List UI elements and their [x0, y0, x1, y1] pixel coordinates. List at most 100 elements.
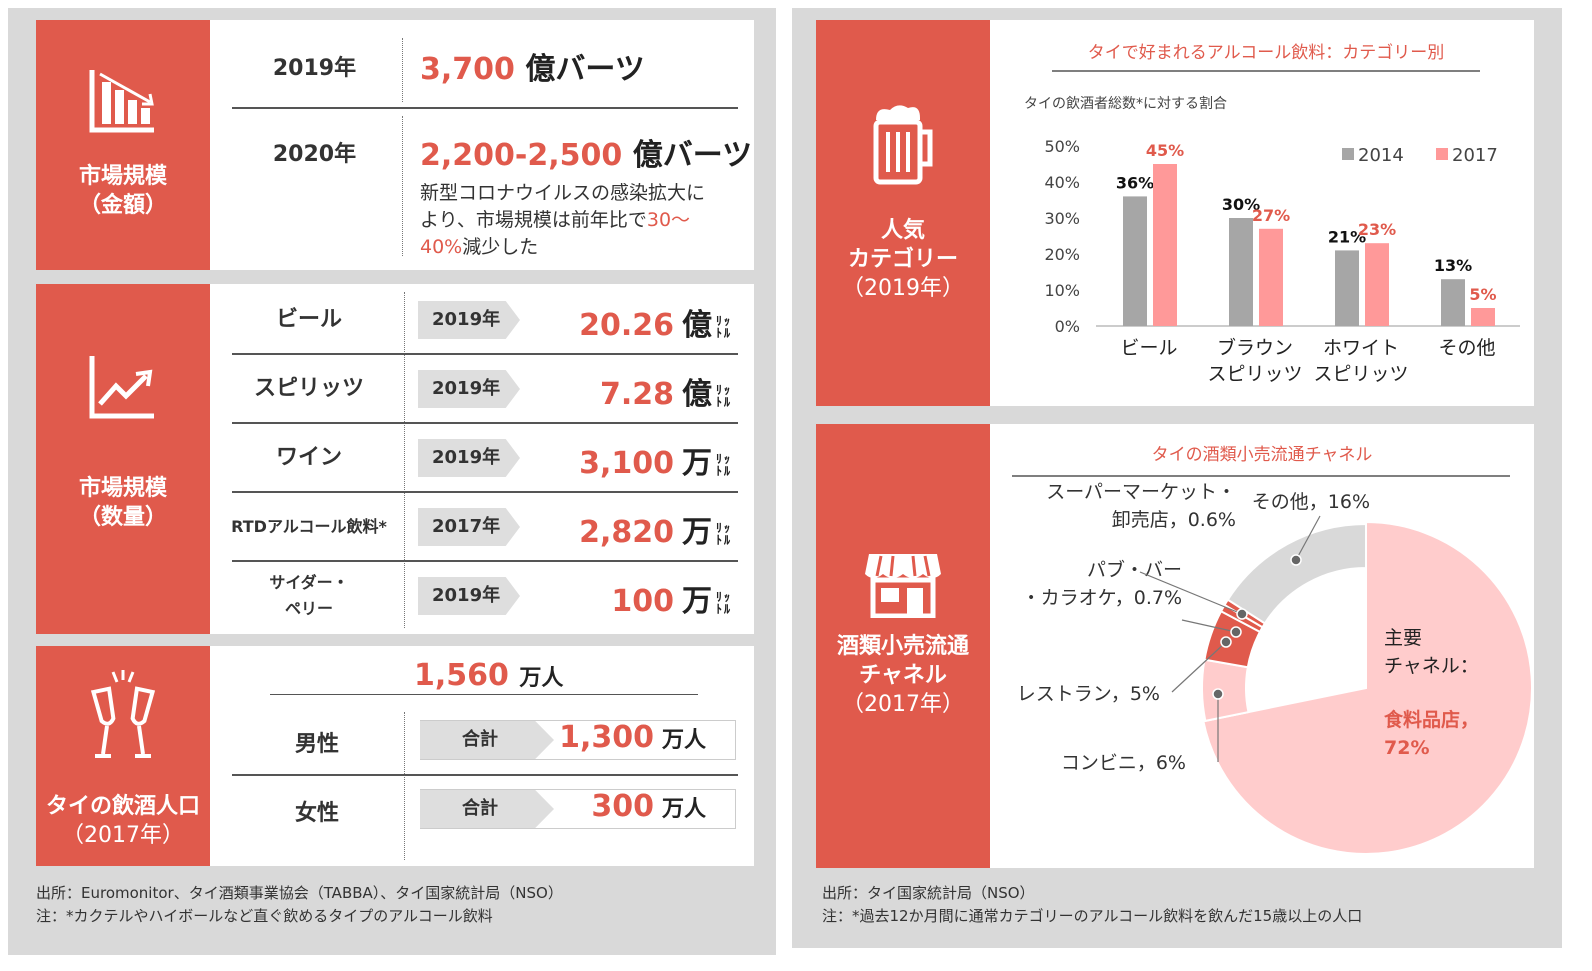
- year-tag: 2019年: [418, 370, 520, 408]
- x-category-label: ビール: [1120, 337, 1177, 359]
- pop-value: 300 万人: [591, 789, 706, 824]
- volume-row-name: スピリッツ: [253, 376, 364, 401]
- divider: [232, 560, 738, 562]
- covid-note: 新型コロナウイルスの感染拡大に より、市場規模は前年比で30～ 40%減少した: [420, 182, 706, 258]
- pie-main-label: チャネル：: [1384, 655, 1479, 677]
- store-icon: [865, 554, 941, 618]
- bar-data-label: 23%: [1358, 220, 1396, 239]
- divider: [232, 774, 738, 776]
- drinking-pop-label: タイの飲酒人口 （2017年）: [45, 794, 200, 848]
- volume-row-name: RTDアルコール飲料*: [231, 517, 387, 536]
- divider: [402, 116, 403, 256]
- market-value-label: 市場規模 （金額）: [78, 164, 167, 218]
- champagne-glasses-icon: [90, 670, 156, 758]
- callout-dot: [1230, 626, 1242, 638]
- x-category-label: スピリッツ: [1207, 363, 1302, 385]
- year-tag: 2019年: [418, 577, 520, 615]
- drinking-total: 1,560 万人: [414, 658, 564, 693]
- callout-dot: [1220, 636, 1232, 648]
- callout-line: [1139, 571, 1243, 615]
- bar-chart-ylabel: タイの飲酒者総数*に対する割合: [1024, 95, 1227, 112]
- pop-row-name: 男性: [294, 732, 339, 757]
- bar-2014: [1335, 250, 1359, 326]
- y-tick-label: 40%: [1044, 173, 1080, 192]
- volume-value: 20.26 億ﾘｯ ﾄﾙ: [579, 308, 733, 343]
- callout-dot: [1212, 688, 1224, 700]
- x-category-label: スピリッツ: [1313, 363, 1408, 385]
- volume-row-name: サイダー・ ペリー: [269, 573, 349, 618]
- bar-2014: [1441, 279, 1465, 326]
- y-tick-label: 20%: [1044, 245, 1080, 264]
- year-tag: 2019年: [418, 439, 520, 477]
- pie-slice: [1202, 520, 1533, 855]
- legend-swatch: [1342, 148, 1354, 160]
- volume-value: 7.28 億ﾘｯ ﾄﾙ: [599, 377, 733, 412]
- pie-slice-label: 卸売店，0.6%: [1112, 509, 1236, 531]
- callout-dot: [1236, 608, 1248, 620]
- year-2020: 2020年: [272, 142, 357, 167]
- pie-main-value: 72%: [1384, 737, 1429, 759]
- callout-dot: [1290, 554, 1302, 566]
- bar-2017: [1153, 164, 1177, 326]
- x-category-label: その他: [1438, 337, 1495, 359]
- divider: [232, 353, 738, 355]
- bar-data-label: 36%: [1116, 173, 1154, 192]
- volume-row-name: ワイン: [275, 445, 342, 470]
- pie-slice-label: スーパーマーケット・: [1046, 481, 1236, 503]
- legend-label: 2017: [1452, 145, 1498, 166]
- pie-slice-label: コンビニ，6%: [1061, 752, 1186, 774]
- divider: [232, 107, 738, 109]
- popular-label: 人気 カテゴリー （2019年）: [842, 218, 964, 301]
- legend-swatch: [1436, 148, 1448, 160]
- y-tick-label: 10%: [1044, 281, 1080, 300]
- divider: [232, 422, 738, 424]
- bar-chart-title: タイで好まれるアルコール飲料：カテゴリー別: [1088, 42, 1445, 63]
- bar-data-label: 5%: [1469, 285, 1496, 304]
- pop-value: 1,300 万人: [559, 720, 706, 755]
- pie-slice-label: パブ・バー: [1087, 558, 1182, 581]
- bar-2017: [1365, 243, 1389, 326]
- market-volume-side: 市場規模 （数量）: [36, 284, 210, 634]
- bar-data-label: 30%: [1222, 195, 1260, 214]
- year-tag: 2017年: [418, 508, 520, 546]
- bar-2014: [1229, 218, 1253, 326]
- bar-data-label: 27%: [1252, 206, 1290, 225]
- retail-side: 酒類小売流通 チャネル （2017年）: [816, 424, 990, 868]
- retail-label: 酒類小売流通 チャネル （2017年）: [836, 634, 969, 717]
- pie-slice-label: その他，16%: [1252, 491, 1370, 513]
- pie-chart-title: タイの酒類小売流通チャネル: [1152, 445, 1373, 465]
- callout-line: [1171, 641, 1227, 693]
- volume-value: 3,100 万ﾘｯ ﾄﾙ: [579, 446, 733, 481]
- divider: [232, 491, 738, 493]
- divider: [270, 694, 698, 695]
- year-2019: 2019年: [272, 56, 357, 81]
- total-tag: 合計: [420, 721, 554, 759]
- divider: [402, 38, 403, 102]
- bar-chart-icon: [89, 70, 154, 133]
- callout-line: [1295, 515, 1321, 561]
- line-chart-icon: [89, 356, 154, 419]
- bar-data-label: 13%: [1434, 256, 1472, 275]
- footer-left: 出所：Euromonitor、タイ酒類事業協会（TABBA）、タイ国家統計局（N…: [36, 884, 563, 925]
- pie-slice: [1201, 658, 1250, 723]
- pie-main-label: 主要: [1384, 627, 1422, 649]
- pop-row-name: 女性: [294, 801, 339, 826]
- pie-main-value: 食料品店，: [1384, 708, 1479, 731]
- divider: [404, 712, 405, 860]
- x-category-label: ホワイト: [1323, 337, 1399, 359]
- callout-line: [1181, 619, 1237, 633]
- y-tick-label: 0%: [1055, 317, 1080, 336]
- footer-right: 出所：タイ国家統計局（NSO） 注：*過去12か月間に通常カテゴリーのアルコール…: [822, 884, 1363, 925]
- y-tick-label: 30%: [1044, 209, 1080, 228]
- x-category-label: ブラウン: [1217, 336, 1293, 359]
- bar-2017: [1471, 308, 1495, 326]
- pie-slice-label: ・カラオケ，0.7%: [1022, 587, 1182, 609]
- bar-data-label: 45%: [1146, 141, 1184, 160]
- value-2020: 2,200-2,500 億バーツ: [420, 138, 753, 173]
- pie-slice: [1226, 522, 1367, 625]
- market-value-side: 市場規模 （金額）: [36, 20, 210, 270]
- beer-mug-icon: [873, 105, 933, 185]
- volume-row-name: ビール: [275, 307, 342, 332]
